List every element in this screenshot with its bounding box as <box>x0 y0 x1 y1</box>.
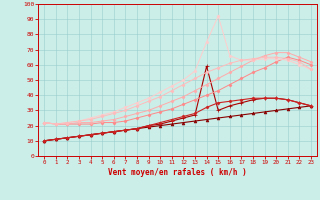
X-axis label: Vent moyen/en rafales ( km/h ): Vent moyen/en rafales ( km/h ) <box>108 168 247 177</box>
